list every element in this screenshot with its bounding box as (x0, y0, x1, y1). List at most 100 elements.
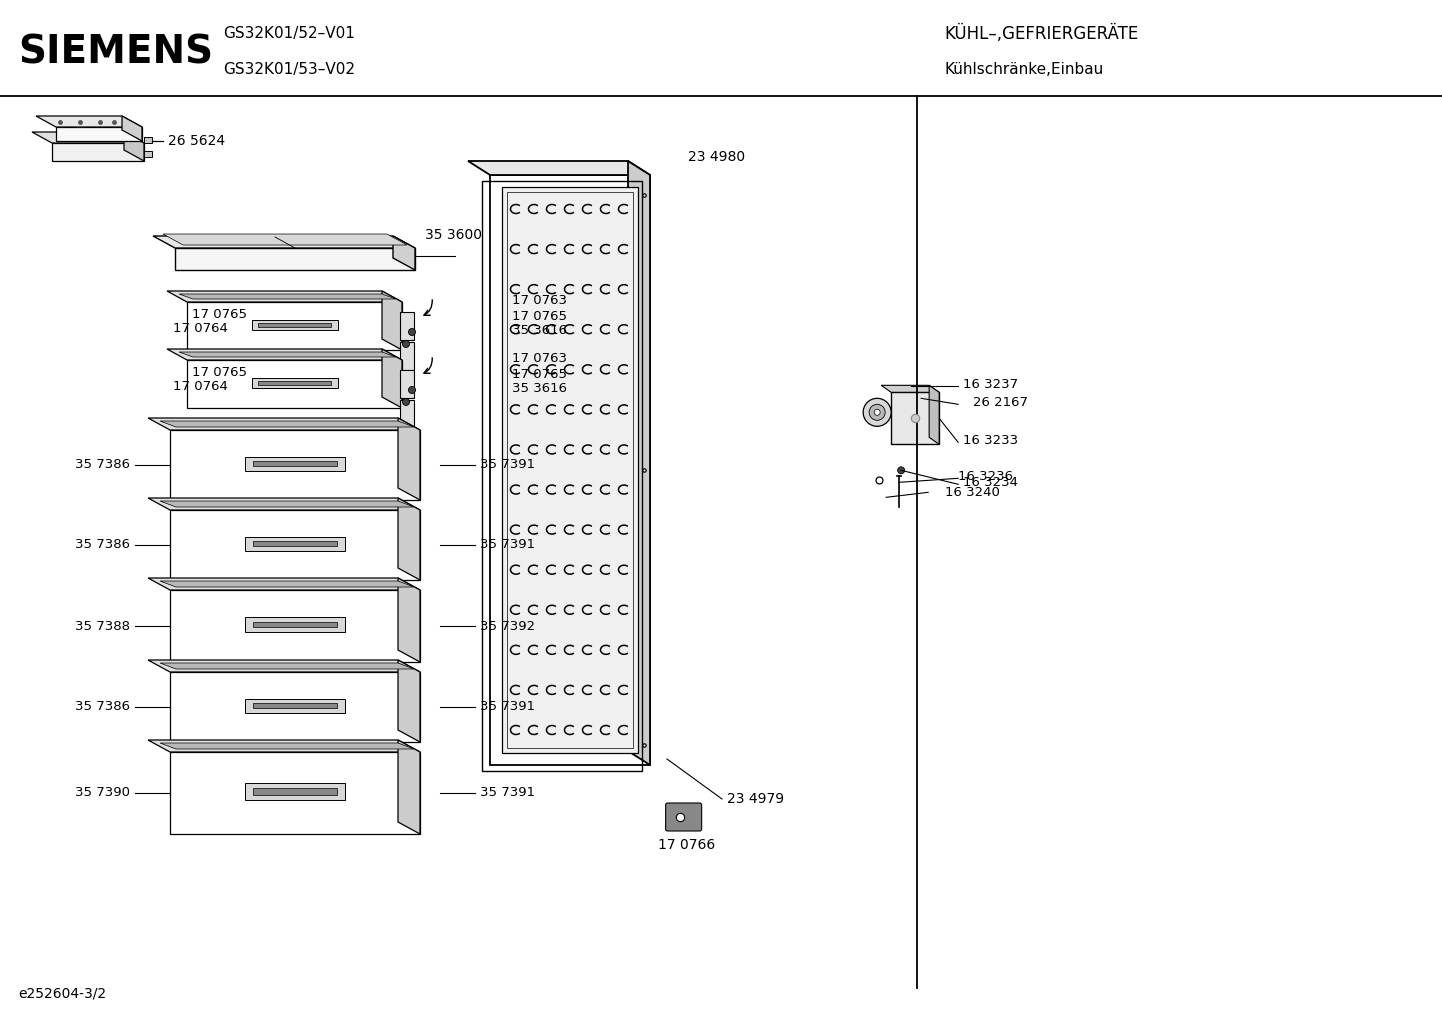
Text: 17 0763: 17 0763 (512, 352, 567, 365)
Text: 17 0765: 17 0765 (512, 368, 567, 380)
Polygon shape (36, 116, 141, 127)
Polygon shape (187, 360, 402, 408)
Text: GS32K01/53–V02: GS32K01/53–V02 (224, 62, 356, 76)
Polygon shape (179, 352, 397, 357)
Text: 35 3616: 35 3616 (512, 381, 567, 394)
Text: 23 4980: 23 4980 (688, 150, 746, 164)
Text: e252604-3/2: e252604-3/2 (19, 986, 107, 1001)
Polygon shape (56, 127, 141, 141)
Circle shape (864, 398, 891, 426)
Text: 17 0765: 17 0765 (512, 310, 567, 322)
FancyBboxPatch shape (666, 803, 702, 832)
Polygon shape (123, 116, 141, 141)
Polygon shape (124, 132, 144, 161)
Polygon shape (251, 378, 337, 388)
Circle shape (402, 340, 410, 347)
Text: 35 3600: 35 3600 (425, 228, 483, 242)
Text: 17 0765: 17 0765 (192, 308, 247, 321)
Polygon shape (398, 498, 420, 580)
Text: 16 3234: 16 3234 (963, 476, 1018, 489)
Text: 17 0764: 17 0764 (173, 322, 228, 334)
Polygon shape (398, 578, 420, 662)
Polygon shape (258, 381, 330, 385)
Text: 35 7391: 35 7391 (480, 700, 535, 713)
Polygon shape (149, 418, 420, 430)
Polygon shape (245, 618, 345, 632)
Text: 17 0766: 17 0766 (658, 838, 715, 852)
Bar (502, 187, 637, 753)
Bar (144, 151, 151, 157)
Text: GS32K01/52–V01: GS32K01/52–V01 (224, 26, 355, 41)
Polygon shape (160, 421, 414, 427)
Text: 35 3616: 35 3616 (512, 323, 567, 336)
Polygon shape (252, 461, 337, 467)
Text: KÜHL–,GEFRIERGERÄTE: KÜHL–,GEFRIERGERÄTE (945, 24, 1139, 43)
Text: Kühlschränke,Einbau: Kühlschränke,Einbau (945, 62, 1103, 76)
Polygon shape (160, 663, 414, 669)
Polygon shape (245, 537, 345, 550)
Polygon shape (629, 161, 650, 765)
Bar (891, 392, 939, 444)
Polygon shape (252, 541, 337, 546)
Polygon shape (398, 740, 420, 834)
Polygon shape (469, 161, 650, 175)
Polygon shape (179, 294, 397, 299)
Bar (144, 137, 151, 143)
Text: 17 0765: 17 0765 (192, 366, 247, 378)
Polygon shape (149, 660, 420, 672)
Polygon shape (881, 385, 939, 392)
Circle shape (898, 467, 904, 474)
Text: 35 7391: 35 7391 (480, 538, 535, 551)
Polygon shape (149, 740, 420, 752)
Polygon shape (32, 132, 144, 143)
Polygon shape (170, 672, 420, 742)
Text: SIEMENS: SIEMENS (19, 34, 213, 72)
Text: 35 7386: 35 7386 (75, 700, 130, 713)
Text: 17 0764: 17 0764 (173, 379, 228, 392)
Polygon shape (153, 236, 415, 248)
Polygon shape (252, 703, 337, 708)
Circle shape (408, 328, 415, 335)
Polygon shape (929, 385, 939, 444)
Polygon shape (258, 323, 330, 327)
Bar (508, 192, 633, 748)
Polygon shape (398, 418, 420, 500)
Polygon shape (174, 248, 415, 270)
Text: 17 0763: 17 0763 (512, 293, 567, 307)
Polygon shape (245, 457, 345, 471)
Polygon shape (245, 784, 345, 800)
Text: 35 7386: 35 7386 (75, 538, 130, 551)
Bar (399, 342, 414, 370)
Text: 26 5624: 26 5624 (169, 135, 225, 148)
Text: 35 7386: 35 7386 (75, 459, 130, 472)
Polygon shape (149, 578, 420, 590)
Polygon shape (382, 348, 402, 408)
Text: 35 7392: 35 7392 (480, 620, 535, 633)
Polygon shape (170, 590, 420, 662)
Text: 35 7391: 35 7391 (480, 787, 535, 800)
Polygon shape (160, 581, 414, 587)
Polygon shape (251, 320, 337, 330)
Polygon shape (394, 236, 415, 270)
Circle shape (402, 398, 410, 406)
Circle shape (870, 405, 885, 420)
Polygon shape (170, 510, 420, 580)
Text: 35 7388: 35 7388 (75, 620, 130, 633)
Text: 16 3237: 16 3237 (963, 378, 1018, 391)
Bar (399, 400, 414, 428)
Text: 35 7391: 35 7391 (480, 459, 535, 472)
Polygon shape (245, 699, 345, 712)
Text: 26 2167: 26 2167 (973, 395, 1028, 409)
Polygon shape (398, 660, 420, 742)
Text: 35 7390: 35 7390 (75, 787, 130, 800)
Polygon shape (170, 752, 420, 834)
Polygon shape (160, 743, 414, 749)
Polygon shape (490, 175, 650, 765)
Text: 23 4979: 23 4979 (727, 792, 784, 806)
Polygon shape (252, 788, 337, 795)
Bar (399, 370, 414, 398)
Polygon shape (160, 501, 414, 507)
Polygon shape (149, 498, 420, 510)
Polygon shape (170, 430, 420, 500)
Polygon shape (163, 234, 407, 245)
